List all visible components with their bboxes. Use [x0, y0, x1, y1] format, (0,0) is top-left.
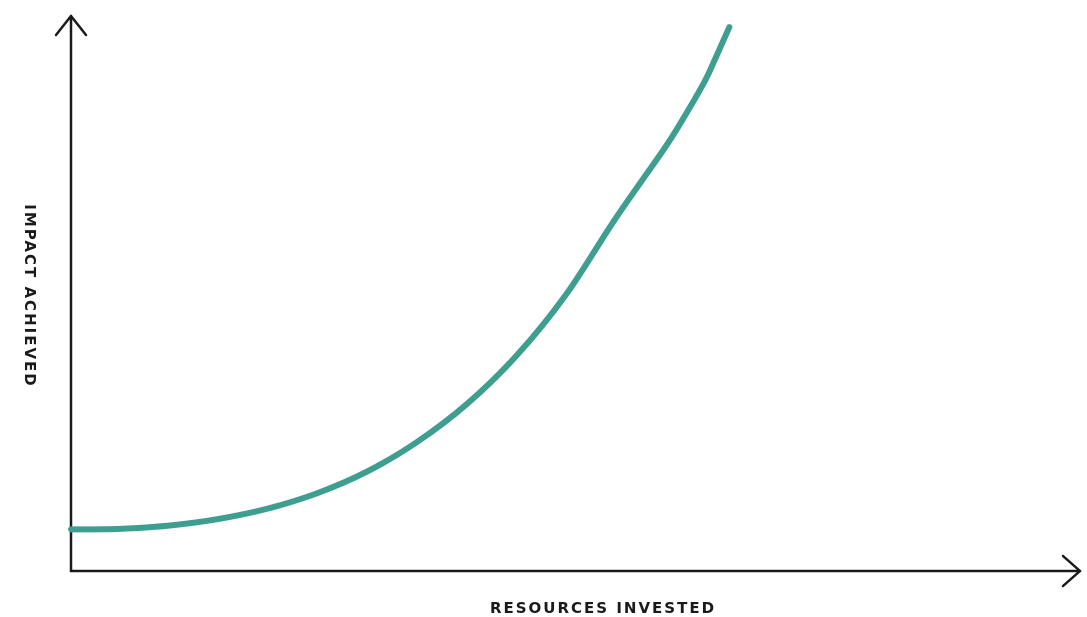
axes: [54, 14, 1082, 588]
series-line-0: [68, 24, 733, 533]
x-axis-title: RESOURCES INVESTED: [490, 599, 716, 617]
series-layer: [68, 24, 733, 533]
y-axis-title: IMPACT ACHIEVED: [21, 204, 39, 388]
y-axis-arrow-icon: [54, 14, 88, 37]
x-axis-arrow-icon: [1061, 554, 1082, 588]
